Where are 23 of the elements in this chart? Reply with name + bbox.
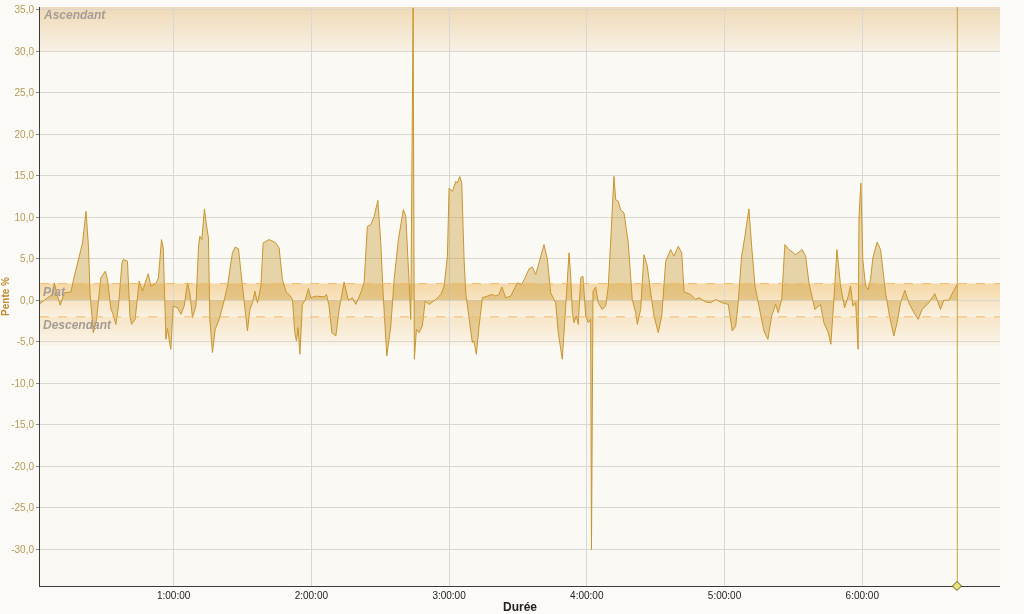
y-tick-label: 0,0 [20,294,35,306]
y-tick-label: -20,0 [11,460,35,472]
x-tick-label: 2:00:00 [294,590,329,601]
y-tick-label: -5,0 [16,336,35,348]
y-tick-label: 15,0 [14,170,35,182]
y-tick-label: 20,0 [14,128,35,140]
y-tick-label: 35,0 [14,3,35,15]
y-tick-label: -30,0 [11,543,35,555]
y-axis-title: Pente % [0,276,11,316]
x-tick-label: 3:00:00 [432,590,467,601]
x-tick-label: 1:00:00 [156,590,191,601]
band-label: Ascendant [43,8,107,22]
y-tick-label: 10,0 [14,211,35,223]
y-tick-label: -25,0 [11,502,35,514]
x-tick-label: 6:00:00 [845,590,880,601]
x-tick-label: 5:00:00 [707,590,742,601]
y-tick-label: -10,0 [11,377,35,389]
y-tick-label: 25,0 [14,87,35,99]
x-axis-title: Durée [502,599,538,614]
x-tick-label: 4:00:00 [570,590,604,601]
y-tick-label: -15,0 [11,419,35,431]
y-tick-label: 30,0 [14,45,35,57]
y-tick-label: 5,0 [20,253,35,265]
